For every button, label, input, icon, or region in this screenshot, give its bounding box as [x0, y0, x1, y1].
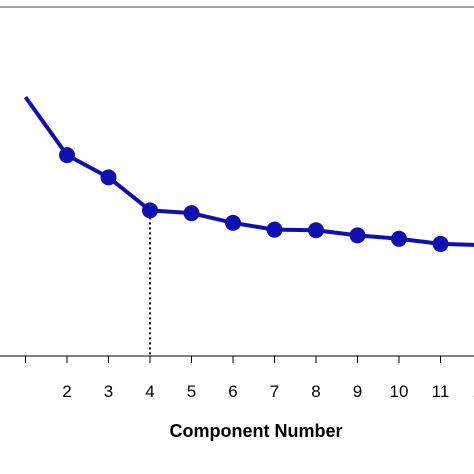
x-tick-label: 2: [62, 382, 71, 401]
x-tick-label: 5: [187, 382, 196, 401]
x-axis-title: Component Number: [170, 421, 343, 441]
x-tick-label: 11: [432, 382, 450, 401]
data-point: [308, 222, 324, 239]
data-point: [100, 169, 117, 186]
data-point: [59, 147, 75, 164]
data-point: [432, 235, 449, 252]
x-tick-label: 12: [473, 382, 474, 401]
x-tick-label: 10: [390, 382, 409, 401]
data-point: [391, 230, 407, 247]
x-tick-label: 3: [104, 382, 113, 401]
x-axis-tick-labels: 2 3 4 5 6 7 8 9 10 11 12: [62, 382, 474, 401]
data-point: [266, 221, 283, 238]
series-line: [23, 95, 474, 247]
x-tick-label: 4: [145, 382, 154, 401]
data-point: [349, 227, 366, 244]
x-tick-label: 7: [270, 382, 279, 401]
series-points: [59, 147, 449, 252]
data-point: [183, 205, 200, 222]
data-point: [142, 202, 158, 219]
x-tick-label: 6: [228, 382, 237, 401]
data-point: [225, 214, 241, 231]
x-tick-label: 8: [311, 382, 320, 401]
x-tick-label: 9: [353, 382, 362, 401]
x-axis-ticks: [25, 356, 441, 363]
